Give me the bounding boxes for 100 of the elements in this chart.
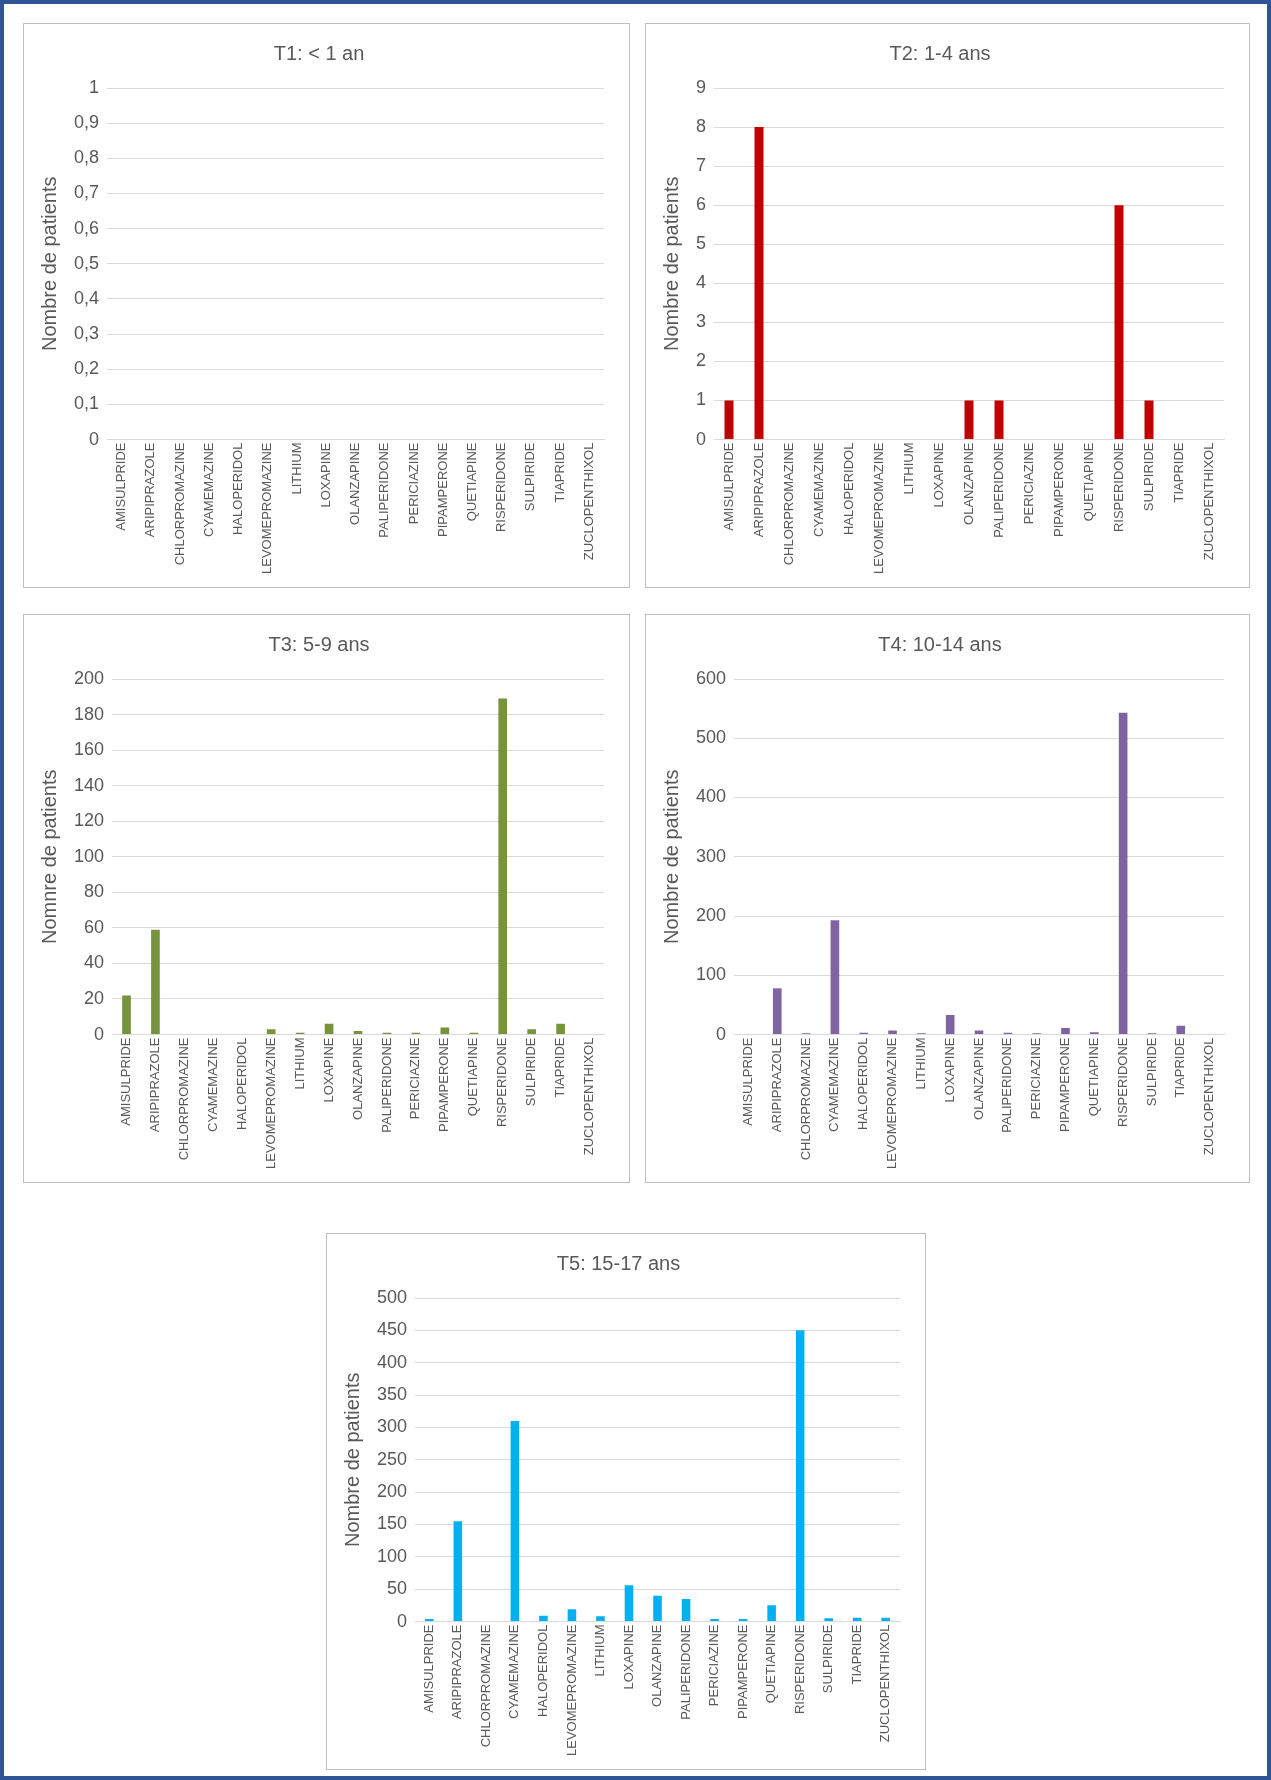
x-tick-label: RISPERIDONE — [494, 1037, 510, 1128]
x-tick-label: PALIPERIDONE — [677, 1624, 693, 1720]
x-tick-label: ZUCLOPENTHIXOL — [580, 442, 596, 561]
y-tick-label: 150 — [376, 1513, 408, 1534]
x-tick-label: CHLORPROMAZINE — [780, 442, 796, 566]
x-tick-label: LITHIUM — [592, 1624, 608, 1677]
y-tick-label: 120 — [73, 810, 105, 831]
x-tick-label: OLANZAPINE — [960, 442, 976, 525]
x-tick-label: PALIPERIDONE — [376, 442, 392, 538]
bar — [1114, 205, 1124, 440]
y-tick-label: 0,5 — [73, 252, 100, 273]
chart-title: T1: < 1 an — [273, 41, 365, 64]
bar — [324, 1023, 334, 1035]
bar — [151, 929, 160, 1035]
bar — [724, 400, 734, 440]
x-tick-label: RISPERIDONE — [1114, 1037, 1130, 1128]
bar — [527, 1029, 536, 1035]
bar — [772, 988, 782, 1035]
x-tick-label: QUETIAPINE — [763, 1624, 779, 1704]
x-tick-label: LITHIUM — [288, 442, 304, 495]
x-tick-label: SULPIRIDE — [522, 442, 538, 512]
x-tick-label: LEVOMEPROMAZINE — [259, 442, 275, 574]
bar — [974, 1030, 984, 1035]
y-tick-label: 3 — [696, 311, 707, 332]
x-tick-label: RISPERIDONE — [791, 1624, 807, 1715]
y-tick-label: 0 — [397, 1610, 408, 1631]
x-tick-label: ARIPIPRAZOLE — [750, 442, 766, 538]
x-tick-label: ZUCLOPENTHIXOL — [1201, 1037, 1217, 1156]
y-tick-label: 160 — [73, 739, 105, 760]
x-tick-label: CYAMEMAZINE — [826, 1037, 842, 1132]
x-tick-label: PERICIAZINE — [1020, 442, 1036, 525]
bar — [1176, 1025, 1186, 1035]
bar — [994, 400, 1004, 440]
y-tick-label: 0,7 — [73, 182, 100, 203]
y-axis-title: Nomnre de patients — [37, 769, 60, 945]
y-tick-label: 7 — [696, 155, 707, 176]
bar — [1144, 400, 1154, 440]
x-tick-label: HALOPERIDOL — [840, 442, 856, 536]
y-tick-label: 0 — [94, 1023, 105, 1044]
bar — [888, 1030, 897, 1035]
y-tick-label: 6 — [696, 194, 707, 215]
y-tick-label: 180 — [73, 703, 105, 724]
x-tick-label: PIPAMPERONE — [434, 442, 450, 537]
x-tick-label: LOXAPINE — [317, 442, 333, 508]
x-tick-label: RISPERIDONE — [1110, 442, 1126, 533]
x-tick-label: PIPAMPERONE — [1057, 1037, 1073, 1132]
bar — [1061, 1028, 1070, 1035]
x-tick-label: PERICIAZINE — [1028, 1037, 1044, 1120]
x-tick-label: TIAPRIDE — [552, 1037, 568, 1098]
x-tick-label: CHLORPROMAZINE — [175, 1037, 191, 1161]
x-tick-label: CYAMEMAZINE — [200, 442, 216, 537]
bar — [653, 1595, 662, 1622]
y-tick-label: 500 — [376, 1286, 408, 1307]
bar — [122, 995, 131, 1035]
y-tick-label: 0,4 — [73, 287, 100, 308]
x-tick-label: CYAMEMAZINE — [810, 442, 826, 537]
bar — [624, 1585, 634, 1622]
x-tick-label: TIAPRIDE — [551, 442, 567, 503]
x-tick-label: HALOPERIDOL — [855, 1037, 871, 1131]
bar — [1118, 712, 1128, 1035]
x-tick-label: AMISULPRIDE — [740, 1037, 756, 1126]
y-tick-label: 4 — [696, 272, 707, 293]
x-tick-label: CYAMEMAZINE — [506, 1624, 522, 1719]
x-tick-label: AMISULPRIDE — [420, 1624, 436, 1713]
x-tick-label: LITHIUM — [900, 442, 916, 495]
y-tick-label: 250 — [376, 1448, 408, 1469]
chart-title: T5: 15-17 ans — [556, 1251, 681, 1274]
bar — [824, 1618, 833, 1622]
y-tick-label: 140 — [73, 774, 105, 795]
y-tick-label: 400 — [695, 786, 727, 807]
x-tick-label: SULPIRIDE — [1140, 442, 1156, 512]
y-axis-title: Nombre de patients — [340, 1372, 363, 1548]
y-tick-label: 40 — [84, 952, 105, 973]
chart-title: T2: 1-4 ans — [889, 41, 991, 64]
x-tick-label: LEVOMEPROMAZINE — [262, 1037, 278, 1169]
y-tick-label: 200 — [695, 904, 727, 925]
bar — [498, 698, 508, 1035]
x-tick-label: HALOPERIDOL — [534, 1624, 550, 1718]
x-tick-label: QUETIAPINE — [1085, 1037, 1101, 1117]
x-tick-label: AMISULPRIDE — [118, 1037, 134, 1126]
x-tick-label: ZUCLOPENTHIXOL — [581, 1037, 597, 1156]
y-tick-label: 0,6 — [73, 217, 100, 238]
y-tick-label: 400 — [376, 1351, 408, 1372]
x-tick-label: LEVOMEPROMAZINE — [870, 442, 886, 574]
y-tick-label: 0 — [89, 428, 100, 449]
x-tick-label: PALIPERIDONE — [378, 1037, 394, 1133]
bar — [596, 1616, 605, 1622]
bar — [964, 400, 974, 440]
x-tick-label: PIPAMPERONE — [436, 1037, 452, 1132]
x-tick-label: QUETIAPINE — [1080, 442, 1096, 522]
x-tick-label: CHLORPROMAZINE — [477, 1624, 493, 1748]
x-tick-label: ARIPIPRAZOLE — [147, 1037, 163, 1133]
bar — [710, 1618, 719, 1622]
y-tick-label: 2 — [696, 350, 707, 371]
y-tick-label: 0,8 — [73, 147, 100, 168]
x-tick-label: LOXAPINE — [320, 1037, 336, 1103]
y-tick-label: 0 — [696, 428, 707, 449]
chart-title: T4: 10-14 ans — [878, 632, 1002, 655]
y-axis-title: Nombre de patients — [659, 176, 682, 352]
y-axis-title: Nombre de patients — [37, 176, 60, 352]
